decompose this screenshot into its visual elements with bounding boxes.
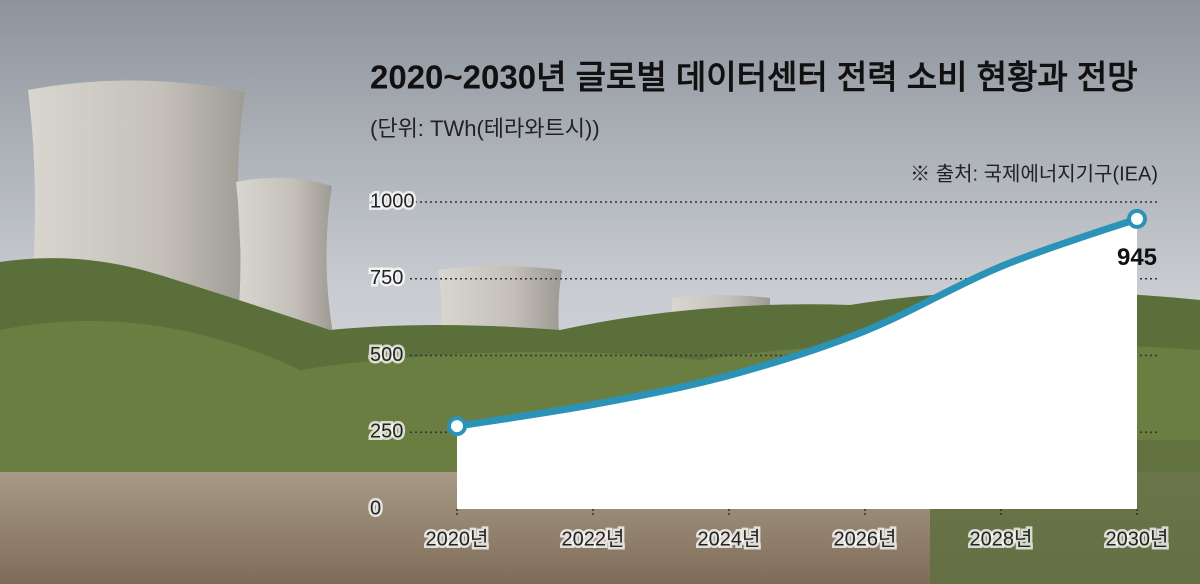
line [453, 215, 1141, 430]
x-tick-label: 2028년 [970, 527, 1033, 550]
y-tick-label: 1000 [370, 190, 415, 212]
x-tick-label: 2020년 [426, 527, 489, 550]
y-tick-label: 0 [370, 497, 381, 519]
y-tick-label: 750 [370, 267, 403, 289]
end-point [447, 416, 467, 437]
source-note: ※ 출처: 국제에너지기구(IEA) [910, 162, 1158, 185]
x-tick-label: 2030년 [1106, 527, 1169, 550]
x-tick-label: 2022년 [562, 527, 625, 550]
y-tick-label: 250 [370, 421, 403, 443]
x-tick-label: 2026년 [834, 527, 897, 550]
area [457, 218, 1137, 509]
chart-subtitle: (단위: TWh(테라와트시)) [370, 116, 600, 141]
x-tick-label: 2024년 [698, 527, 761, 550]
data-label: 945 [1117, 244, 1157, 271]
end-point [1127, 208, 1147, 229]
y-tick-label: 500 [370, 344, 403, 366]
chart-title: 2020~2030년 글로벌 데이터센터 전력 소비 현황과 전망 [370, 59, 1138, 96]
